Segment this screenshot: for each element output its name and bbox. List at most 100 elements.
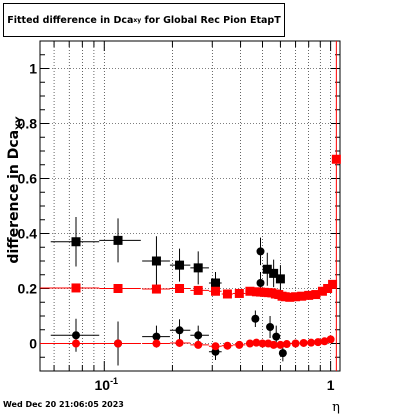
data-marks <box>40 41 341 371</box>
square-marker <box>151 256 161 266</box>
square-marker <box>304 290 314 300</box>
square-marker <box>193 285 203 295</box>
circle-marker <box>278 349 287 358</box>
square-marker <box>262 264 272 274</box>
data-point <box>331 41 341 371</box>
data-point <box>169 338 191 347</box>
square-marker <box>297 291 307 301</box>
square-marker <box>71 283 81 293</box>
data-point <box>190 285 209 295</box>
y-tick-label: 1 <box>29 61 37 77</box>
square-marker <box>113 284 123 293</box>
square-marker <box>222 289 232 299</box>
data-point <box>232 288 246 298</box>
square-marker <box>311 290 321 300</box>
data-point <box>50 217 100 267</box>
data-point <box>266 316 275 338</box>
circle-marker <box>194 340 203 349</box>
circle-marker <box>194 331 203 340</box>
x-tick-label: 1 <box>327 377 335 393</box>
circle-marker <box>252 338 261 347</box>
data-point <box>169 319 191 342</box>
circle-marker <box>256 247 265 256</box>
data-point <box>326 335 335 344</box>
y-axis-label-main: difference in Dca <box>6 130 22 264</box>
footer-timestamp: Wed Dec 20 21:06:05 2023 <box>3 400 124 409</box>
title-rest: for Global Rec Pion EtapT <box>141 14 281 26</box>
y-tick-label: 0.2 <box>18 281 38 297</box>
square-marker <box>285 292 295 302</box>
square-marker <box>175 260 185 270</box>
circle-marker <box>72 331 81 340</box>
circle-marker <box>175 338 184 347</box>
data-point <box>169 248 191 282</box>
square-marker <box>323 284 333 293</box>
circle-marker <box>314 338 323 347</box>
plot-frame <box>39 40 341 372</box>
circle-marker <box>272 332 281 341</box>
circle-marker <box>235 340 244 349</box>
square-marker <box>317 286 327 296</box>
data-point <box>142 284 170 294</box>
data-point <box>299 338 308 347</box>
circle-marker <box>223 341 232 350</box>
data-point <box>40 283 100 293</box>
tick-labels: 0 0.2 0.4 0.6 0.8 1 10-1 1 <box>18 61 335 394</box>
data-point <box>232 340 246 349</box>
data-point <box>297 291 307 301</box>
data-point <box>251 310 260 327</box>
axis-ticks <box>40 40 340 372</box>
data-point <box>208 286 222 296</box>
circle-marker <box>291 339 300 348</box>
square-marker <box>275 274 285 284</box>
data-point <box>256 237 265 266</box>
data-point <box>314 338 323 347</box>
circle-marker <box>282 340 291 349</box>
title-main: Fitted difference in Dca <box>7 14 134 26</box>
data-point <box>142 339 170 348</box>
square-marker <box>71 237 81 247</box>
square-marker <box>193 263 203 273</box>
y-tick-label: 0.4 <box>18 226 38 242</box>
data-point <box>99 218 141 263</box>
chart-title: Fitted difference in Dca xy for Global Re… <box>3 3 285 37</box>
data-point <box>208 342 222 351</box>
data-point <box>190 251 209 285</box>
square-marker <box>113 235 123 245</box>
data-point <box>221 341 233 350</box>
data-point <box>99 339 141 348</box>
circle-marker <box>245 339 254 348</box>
circle-marker <box>256 279 265 287</box>
circle-marker <box>307 338 316 347</box>
data-point <box>276 340 285 349</box>
square-marker <box>211 286 221 296</box>
data-point <box>289 339 300 348</box>
circle-marker <box>152 332 161 341</box>
circle-marker <box>114 339 123 348</box>
data-point <box>169 284 191 293</box>
circle-marker <box>152 339 161 348</box>
circle-marker <box>299 338 308 347</box>
data-point <box>252 338 261 347</box>
circle-marker <box>276 340 285 349</box>
data-point <box>282 340 291 349</box>
circle-marker <box>72 339 81 348</box>
y-axis-label: difference in DcaXY <box>6 116 25 264</box>
square-marker <box>234 288 244 298</box>
square-marker <box>151 284 161 294</box>
data-point <box>328 279 338 289</box>
square-marker <box>269 268 279 278</box>
square-marker <box>291 292 301 302</box>
square-marker <box>331 154 341 164</box>
data-point <box>304 290 314 300</box>
square-marker <box>211 278 221 288</box>
y-tick-label: 0.8 <box>18 116 38 132</box>
data-point <box>269 340 278 349</box>
circle-marker <box>175 326 184 335</box>
y-tick-label: 0 <box>29 336 37 352</box>
square-marker <box>328 279 338 289</box>
data-point <box>50 318 100 352</box>
circle-marker <box>251 314 260 323</box>
data-point <box>275 265 285 293</box>
